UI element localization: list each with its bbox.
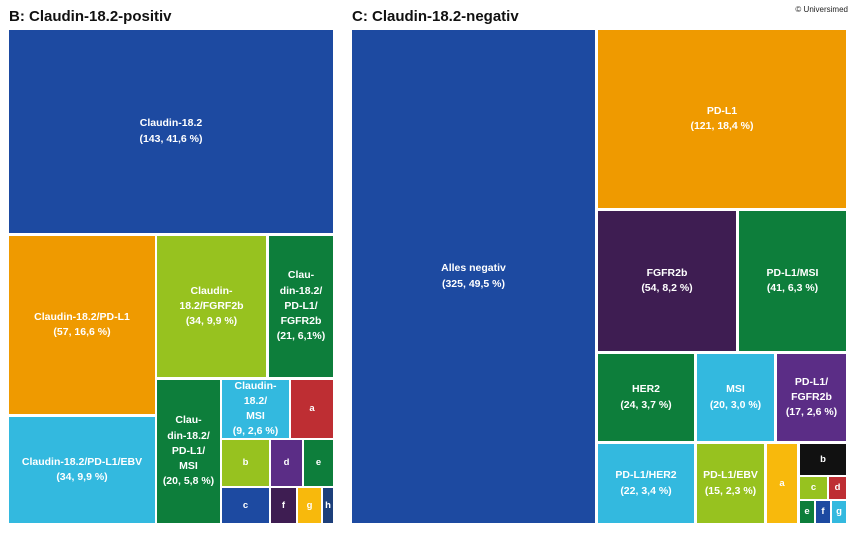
tile-label: f (821, 506, 825, 518)
tile-label: g (306, 499, 313, 511)
tile-value: (41, 6,3 %) (766, 282, 819, 294)
tile-label: PD-L1/HER2 (615, 469, 677, 482)
treemap-c-tile-pd-l1-fgfr2b-6: PD-L1/FGFR2b (17, 2,6 %) (777, 354, 846, 441)
treemap-c-tile-fgfr2b-2: FGFR2b (54, 8,2 %) (598, 211, 736, 351)
tile-label: g (836, 506, 842, 518)
treemap-c-tile-pd-l1-1: PD-L1 (121, 18,4 %) (598, 30, 846, 208)
tile-value: (15, 2,3 %) (704, 484, 757, 497)
treemap-b-tile-claudin-18-2-0: Claudin-18.2 (143, 41,6 %) (9, 30, 333, 233)
tile-label: Clau-din-18.2/PD-L1/FGFR2b (279, 269, 323, 328)
chart-title-c: C: Claudin-18.2-negativ (352, 8, 519, 25)
treemap-b-tile-claudin-18-2-pd-l1-ebv-4: Claudin-18.2/PD-L1/EBV (34, 9,9 %) (9, 417, 155, 523)
tile-value: (34, 9,9 %) (56, 471, 108, 483)
tile-label: d (283, 457, 290, 469)
tile-label: MSI (726, 383, 745, 396)
tile-label: Claudin-18.2 (139, 117, 203, 130)
tile-value: (17, 2,6 %) (785, 406, 838, 419)
tile-label: Claudin-18.2/PD-L1 (34, 310, 130, 323)
treemap-c-tile-a-9: a (767, 444, 797, 523)
treemap-c-tile-pd-l1-msi-3: PD-L1/MSI (41, 6,3 %) (739, 211, 846, 351)
tile-label: Claudin-18.2/PD-L1/EBV (21, 455, 143, 468)
tile-value: (143, 41,6 %) (139, 132, 203, 145)
tile-label: Claudin-18.2/FGRF2b (179, 284, 244, 312)
tile-label: PD-L1/EBV (703, 469, 758, 482)
treemap-b-tile-f-12: f (271, 488, 296, 523)
tile-value: (325, 49,5 %) (441, 277, 506, 290)
treemap-b-tile-d-9: d (271, 440, 302, 486)
treemap-b-tile-claudin-18-2-pd-l1-1: Claudin-18.2/PD-L1 (57, 16,6 %) (9, 236, 155, 414)
treemap-c-tile-alles-negativ-0: Alles negativ (325, 49,5 %) (352, 30, 595, 523)
treemap-b-tile-h-14: h (323, 488, 333, 523)
treemap-c-tile-her2-4: HER2 (24, 3,7 %) (598, 354, 694, 441)
treemap-b-tile-c-11: c (222, 488, 269, 523)
tile-label: b (820, 453, 826, 465)
tile-label: b (242, 457, 249, 469)
treemap-c-tile-e-13: e (800, 501, 814, 523)
treemap-c-tile-f-14: f (816, 501, 830, 523)
tile-label: f (281, 499, 286, 511)
tile-label: c (242, 499, 249, 511)
tile-value: (22, 3,4 %) (620, 484, 672, 497)
treemap-b-tile-claudin-18-2-msi-6: Claudin-18.2/MSI (9, 2,6 %) (222, 380, 289, 438)
tile-value: (21, 6,1%) (276, 330, 326, 343)
chart-title-b: B: Claudin-18.2-positiv (9, 8, 172, 25)
treemap-c-tile-msi-5: MSI (20, 3,0 %) (697, 354, 774, 441)
tile-value: (20, 5,8 %) (162, 475, 215, 488)
tile-label: e (315, 457, 322, 469)
tile-label: a (309, 403, 315, 415)
treemap-b-tile-g-13: g (298, 488, 321, 523)
treemap-b-tile-b-8: b (222, 440, 269, 486)
treemap-b-tile-claudin-18-2-fgrf2b-2: Claudin-18.2/FGRF2b (34, 9,9 %) (157, 236, 266, 377)
tile-label: c (810, 482, 817, 494)
tile-value: (24, 3,7 %) (620, 398, 672, 411)
tile-value: (121, 18,4 %) (690, 120, 754, 132)
tile-value: (9, 2,6 %) (232, 425, 279, 438)
treemap-b-tile-clau-din-18-2-pd-l1-msi-5: Clau-din-18.2/PD-L1/MSI (20, 5,8 %) (157, 380, 220, 523)
treemap-b-tile-a-7: a (291, 380, 333, 438)
tile-value: (20, 3,0 %) (709, 398, 762, 411)
treemap-c-tile-d-12: d (829, 477, 846, 499)
tile-label: d (834, 482, 841, 494)
tile-value: (34, 9,9 %) (185, 315, 238, 328)
tile-label: a (779, 477, 785, 489)
tile-label: h (325, 499, 331, 511)
tile-label: Alles negativ (441, 262, 506, 275)
treemap-c-tile-pd-l1-her2-7: PD-L1/HER2 (22, 3,4 %) (598, 444, 694, 523)
tile-label: Claudin-18.2/MSI (234, 380, 277, 422)
tile-label: PD-L1/FGFR2b (791, 375, 832, 403)
tile-value: (54, 8,2 %) (641, 282, 693, 294)
tile-label: HER2 (631, 383, 660, 396)
credit-text: © Universimed (795, 5, 848, 14)
tile-label: PD-L1 (706, 104, 738, 117)
treemap-c-tile-pd-l1-ebv-8: PD-L1/EBV (15, 2,3 %) (697, 444, 764, 523)
treemap-b-tile-e-10: e (304, 440, 333, 486)
tile-label: Clau-din-18.2/PD-L1/MSI (167, 414, 210, 473)
treemap-c-tile-c-11: c (800, 477, 827, 499)
treemap-c-tile-b-10: b (800, 444, 846, 475)
tile-label: e (804, 506, 810, 518)
tile-label: FGFR2b (646, 266, 688, 279)
tile-label: PD-L1/MSI (766, 266, 819, 279)
treemap-b-tile-clau-din-18-2-pd-l1-fgfr2b-3: Clau-din-18.2/PD-L1/FGFR2b (21, 6,1%) (269, 236, 333, 377)
tile-value: (57, 16,6 %) (53, 326, 111, 338)
treemap-c-tile-g-15: g (832, 501, 846, 523)
